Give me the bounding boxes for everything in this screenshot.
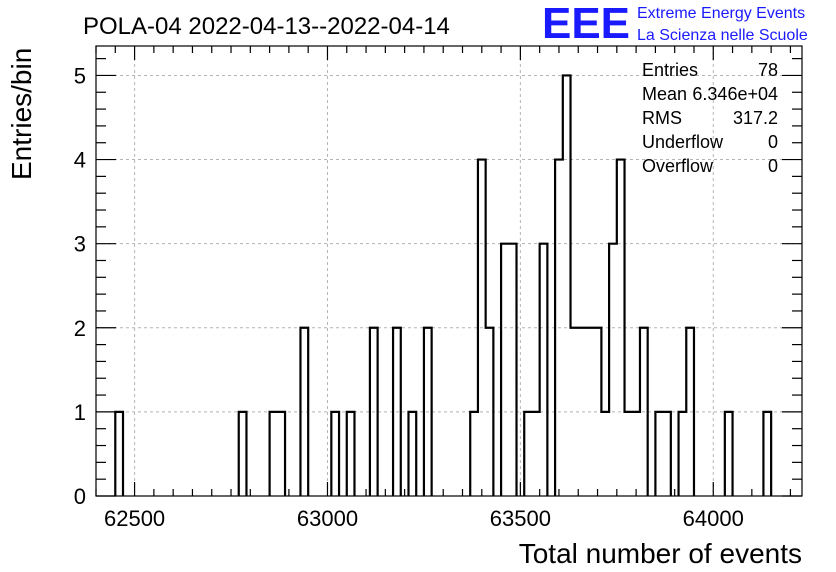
histogram-bin bbox=[115, 412, 123, 496]
eee-logo: EEE Extreme Energy Events La Scienza nel… bbox=[542, 0, 808, 48]
histogram-bin bbox=[663, 412, 671, 496]
histogram-bin bbox=[300, 328, 308, 496]
histogram-bin bbox=[501, 244, 509, 496]
histogram-bin bbox=[640, 328, 648, 496]
histogram-bin bbox=[632, 412, 640, 496]
tick-labels: 62500 63000 63500 64000 0 1 2 3 4 5 bbox=[74, 63, 744, 531]
histogram-bin bbox=[370, 328, 378, 496]
y-tick-label: 0 bbox=[74, 484, 86, 509]
histogram bbox=[114, 74, 773, 496]
histogram-bin bbox=[555, 160, 563, 496]
histogram-bin bbox=[270, 412, 278, 496]
histogram-bin bbox=[524, 412, 532, 496]
histogram-bin bbox=[594, 328, 602, 496]
stats-value: 78 bbox=[758, 60, 778, 80]
y-tick-label: 5 bbox=[74, 63, 86, 88]
y-tick-label: 1 bbox=[74, 400, 86, 425]
y-tick-label: 4 bbox=[74, 148, 86, 173]
x-tick-label: 63500 bbox=[490, 506, 551, 531]
histogram-bin bbox=[540, 244, 548, 496]
y-tick-label: 3 bbox=[74, 232, 86, 257]
histogram-bin bbox=[424, 328, 432, 496]
histogram-bin bbox=[277, 412, 285, 496]
stats-value: 6.346e+04 bbox=[692, 84, 778, 104]
stats-value: 317.2 bbox=[733, 108, 778, 128]
stats-label: Underflow bbox=[642, 132, 724, 152]
histogram-bin bbox=[763, 412, 771, 496]
histogram-bin bbox=[532, 412, 540, 496]
histogram-bin bbox=[563, 75, 571, 496]
stats-value: 0 bbox=[768, 132, 778, 152]
histogram-bin bbox=[509, 244, 517, 496]
histogram-bin bbox=[331, 412, 339, 496]
histogram-bin bbox=[609, 244, 617, 496]
histogram-bin bbox=[571, 328, 579, 496]
histogram-outline bbox=[114, 74, 773, 496]
eee-logo-line1: Extreme Energy Events bbox=[637, 5, 805, 22]
histogram-bin bbox=[478, 160, 486, 496]
stats-label: Mean bbox=[642, 84, 687, 104]
histogram-bin bbox=[347, 412, 355, 496]
histogram-bin bbox=[725, 412, 733, 496]
x-axis-label: Total number of events bbox=[519, 538, 802, 569]
histogram-bin bbox=[586, 328, 594, 496]
histogram-bin bbox=[393, 328, 401, 496]
stats-label: Overflow bbox=[642, 156, 714, 176]
stats-value: 0 bbox=[768, 156, 778, 176]
histogram-bin bbox=[239, 412, 247, 496]
stats-label: RMS bbox=[642, 108, 682, 128]
stats-box: Entries 78 Mean 6.346e+04 RMS 317.2 Underflow 0… bbox=[642, 60, 778, 176]
y-tick-label: 2 bbox=[74, 316, 86, 341]
x-tick-label: 62500 bbox=[104, 506, 165, 531]
eee-logo-line2: La Scienza nelle Scuole bbox=[637, 27, 808, 44]
histogram-bin bbox=[578, 328, 586, 496]
y-axis-label: Entries/bin bbox=[6, 48, 37, 180]
histogram-bin bbox=[686, 328, 694, 496]
chart-title: POLA-04 2022-04-13--2022-04-14 bbox=[83, 13, 450, 40]
eee-logo-mark: EEE bbox=[542, 0, 630, 48]
histogram-bin bbox=[486, 328, 494, 496]
stats-label: Entries bbox=[642, 60, 698, 80]
plot-frame bbox=[95, 45, 803, 497]
histogram-bin bbox=[679, 412, 687, 496]
histogram-bin bbox=[601, 412, 609, 496]
grid bbox=[96, 46, 802, 496]
histogram-bin bbox=[655, 412, 663, 496]
histogram-bin bbox=[625, 412, 633, 496]
histogram-bin bbox=[470, 412, 478, 496]
x-tick-label: 63000 bbox=[297, 506, 358, 531]
axes bbox=[95, 45, 803, 497]
histogram-bin bbox=[408, 412, 416, 496]
x-tick-label: 64000 bbox=[683, 506, 744, 531]
histogram-bin bbox=[617, 160, 625, 496]
